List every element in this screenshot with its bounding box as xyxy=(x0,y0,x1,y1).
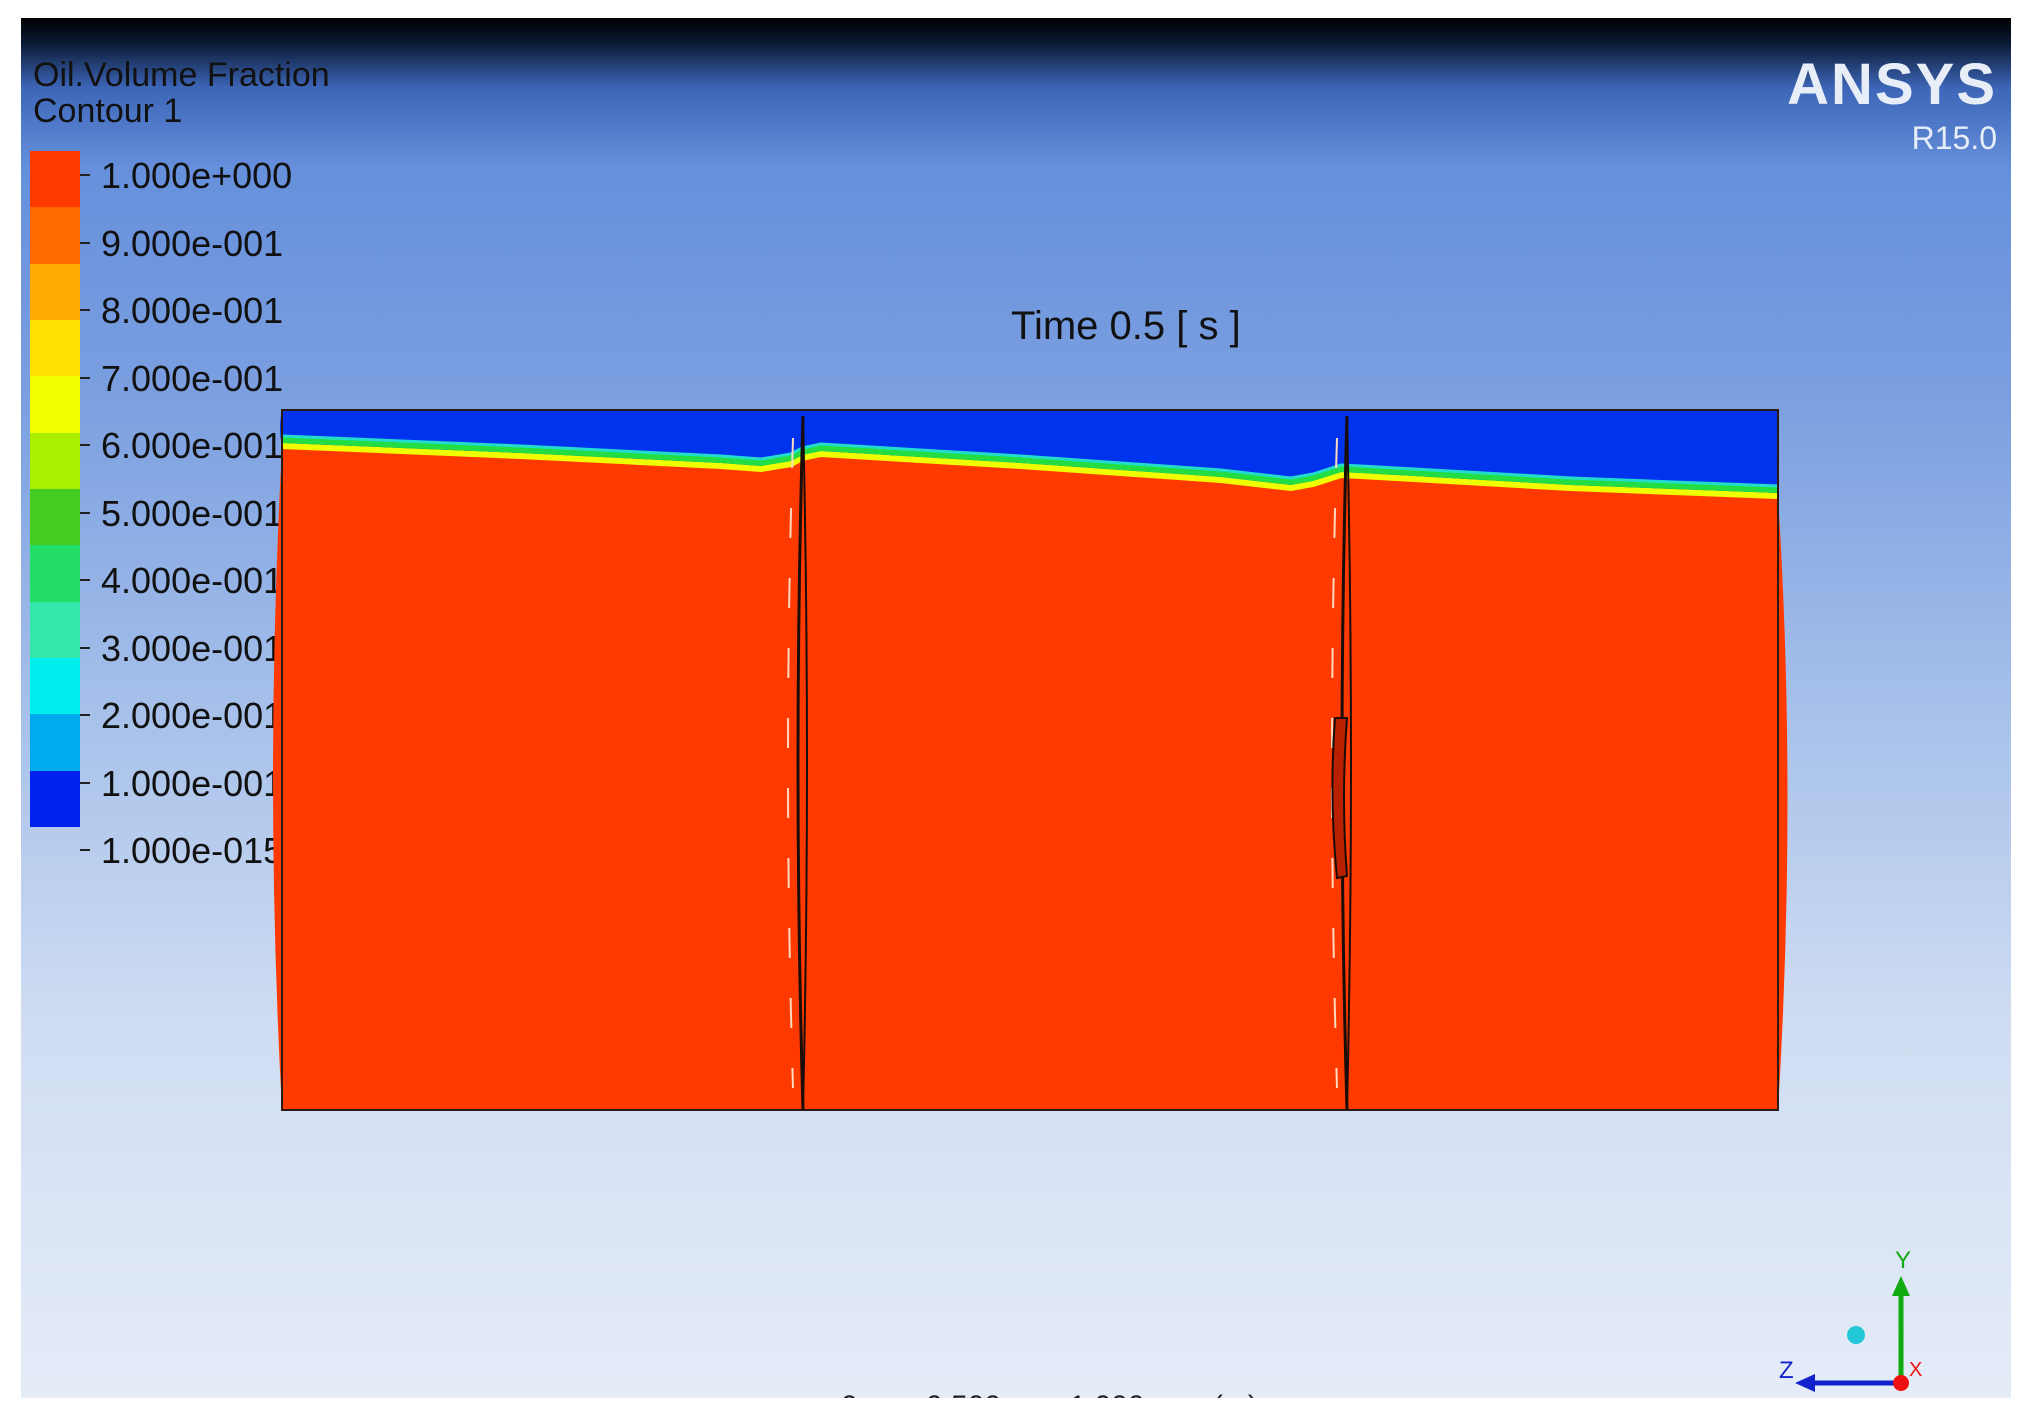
legend-tick-mark xyxy=(80,781,90,784)
legend-band xyxy=(30,545,80,602)
legend-tick-mark xyxy=(80,241,90,244)
viewport[interactable]: Oil.Volume Fraction Contour 1 1.000e+000… xyxy=(21,18,2011,1398)
baffle-1 xyxy=(796,415,805,1111)
legend-color-bar xyxy=(30,151,80,827)
legend-band xyxy=(30,151,80,208)
legend-tick-label: 7.000e-001 xyxy=(101,357,284,399)
legend-band xyxy=(30,601,80,658)
legend-band xyxy=(30,488,80,546)
ansys-logo: ANSYS xyxy=(1787,52,1997,117)
right-end-cap xyxy=(1778,496,1788,1110)
baffle-2-hole xyxy=(1331,717,1349,880)
legend-tick-label: 3.000e-001 xyxy=(101,627,284,669)
scale-bar-label: 0 0.500 1.000 (m) xyxy=(841,1390,1258,1398)
left-end-cap xyxy=(273,448,282,1110)
interface-green xyxy=(281,437,1779,493)
baffle-2-highlight xyxy=(1331,437,1338,1089)
baffle-1-back xyxy=(802,415,808,1111)
legend-tick-label: 6.000e-001 xyxy=(101,425,284,466)
oil-region xyxy=(282,446,1778,1110)
legend-tick-label: 4.000e-001 xyxy=(101,560,284,601)
legend-tick-mark xyxy=(80,511,90,514)
legend-band xyxy=(30,770,80,827)
legend-band xyxy=(30,263,80,320)
legend-tick-mark xyxy=(80,444,90,446)
axis-z-label: Z xyxy=(1779,1357,1794,1384)
legend-tick-mark xyxy=(80,579,90,581)
legend-tick-mark xyxy=(80,714,90,716)
axis-x-label: X xyxy=(1909,1359,1922,1381)
ansys-version: R15.0 xyxy=(1911,120,1997,156)
legend-title: Oil.Volume Fraction xyxy=(33,56,330,94)
legend-band xyxy=(30,657,80,715)
legend-tick-label: 1.000e+000 xyxy=(101,155,293,196)
baffle-2-back xyxy=(1346,415,1352,1111)
axis-y-label: Y xyxy=(1895,1247,1911,1274)
legend-tick-mark xyxy=(80,849,90,851)
tank-contour xyxy=(273,409,1788,1111)
legend-tick-label: 8.000e-001 xyxy=(101,290,284,331)
legend-tick-mark xyxy=(80,309,90,311)
legend-tick-mark xyxy=(80,174,90,176)
legend-subtitle: Contour 1 xyxy=(33,92,183,130)
baffle-1-highlight xyxy=(787,437,794,1089)
tank-outline xyxy=(281,409,1779,1111)
legend-band xyxy=(30,207,80,264)
legend-band xyxy=(30,319,80,377)
legend-tick-label: 5.000e-001 xyxy=(101,492,284,534)
legend-tick-mark xyxy=(80,376,90,379)
time-label: Time 0.5 [ s ] xyxy=(1011,304,1241,348)
interface-yellow xyxy=(281,443,1779,499)
legend-tick-label: 1.000e-015 xyxy=(101,830,284,871)
legend-tick-label: 2.000e-001 xyxy=(101,695,284,736)
legend-tick-label: 9.000e-001 xyxy=(101,222,284,264)
legend-tick-label: 1.000e-001 xyxy=(101,762,284,804)
legend-band xyxy=(30,432,80,489)
legend-band xyxy=(30,376,80,433)
interface-cyan xyxy=(281,434,1779,488)
legend-tick-mark xyxy=(80,646,90,649)
legend-band xyxy=(30,714,80,771)
axis-triad: Y Z X xyxy=(1779,1247,1922,1392)
